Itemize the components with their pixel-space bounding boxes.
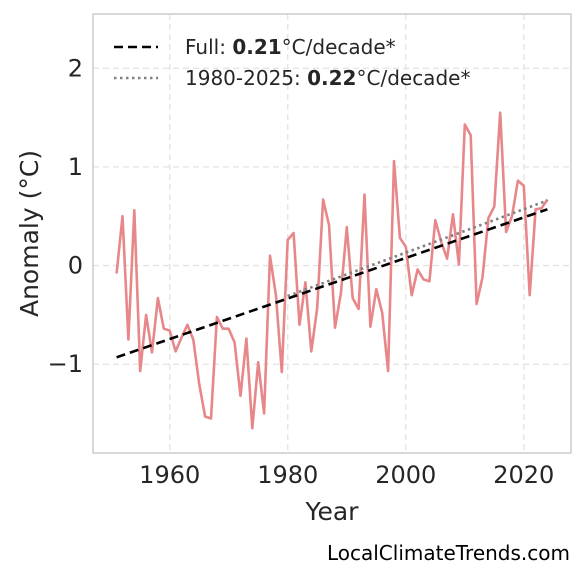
legend-full-name: Full [185,35,219,59]
legend-full-rate: 0.21 [232,35,281,59]
y-tick-label: 2 [68,54,83,82]
series-1980-trend-line [287,199,548,298]
x-axis-label: Year [305,497,360,526]
series-layer [115,111,549,430]
legend-full-unit: °C/decade* [282,35,396,59]
y-tick-label: 0 [68,252,83,280]
legend-full-text: Full: 0.21°C/decade* [185,35,396,59]
x-tick-label: 2020 [493,461,554,489]
legend-1980-text: 1980-2025: 0.22°C/decade* [185,66,470,90]
series-full-trend-line [116,208,548,359]
x-tick-label: 1980 [257,461,318,489]
x-tick-label: 1960 [139,461,200,489]
y-tick-label: −1 [48,350,83,378]
legend-1980-name: 1980-2025 [185,66,294,90]
grid [93,14,571,453]
tick-labels: 1960 1980 2000 2020 −1 0 1 2 [48,54,555,489]
legend: Full: 0.21°C/decade* 1980-2025: 0.22°C/d… [114,35,470,90]
plot-frame [92,13,572,454]
y-tick-label: 1 [68,153,83,181]
legend-1980-sep: : [294,66,307,90]
legend-1980-unit: °C/decade* [356,66,470,90]
legend-1980-rate: 0.22 [307,66,356,90]
y-axis-label: Anomaly (°C) [15,150,44,317]
series-anomaly-line [115,111,549,430]
legend-full-sep: : [219,35,232,59]
credit-text: LocalClimateTrends.com [327,541,570,565]
x-tick-label: 2000 [375,461,436,489]
